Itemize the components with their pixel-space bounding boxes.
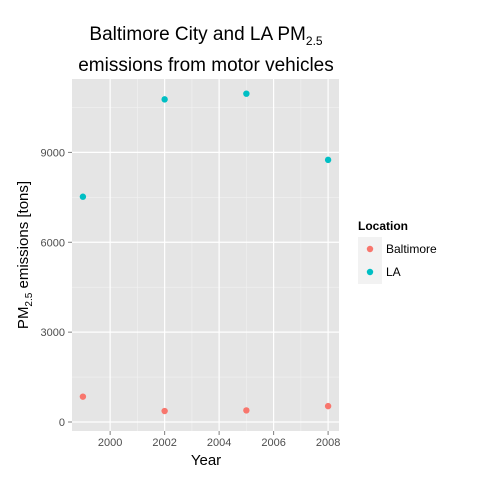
y-axis-title-subscript: 2.5 [24,292,35,306]
data-point-baltimore [243,407,250,414]
x-axis-title: Year [191,452,221,469]
y-tick-label: 6000 [41,237,65,249]
x-axis-ticks: 2000 2002 2004 2006 2008 [98,431,340,449]
data-point-baltimore [161,407,168,415]
y-tick-label: 9000 [41,147,65,159]
legend: Location Baltimore LA [358,219,437,284]
data-point-baltimore [324,402,332,410]
chart-title-line1: Baltimore City and LA PM2.5 [89,24,322,48]
data-point-la [324,156,332,164]
data-point-la [79,193,87,200]
chart-title-line2: emissions from motor vehicles [78,55,334,76]
legend-label-baltimore: Baltimore [386,242,437,256]
chart-title-line1-main: Baltimore City and LA PM [89,24,305,45]
data-points [79,90,332,415]
y-axis-ticks: 0 3000 6000 9000 [41,147,72,429]
y-axis-title: PM2.5 emissions [tons] [15,181,35,329]
x-tick-label: 2002 [152,437,176,449]
plot-panel [72,79,339,431]
data-point-la [243,90,250,97]
chart-title-line1-subscript: 2.5 [306,34,323,48]
x-tick-label: 2000 [98,437,122,449]
x-tick-label: 2004 [207,437,231,449]
grid-major [72,79,339,431]
grid-minor [72,79,339,431]
x-tick-label: 2006 [261,437,285,449]
x-tick-label: 2008 [316,437,340,449]
legend-title: Location [358,219,408,233]
y-axis-title-prefix: PM [15,307,32,330]
data-point-la [161,96,168,103]
legend-key-baltimore [366,245,374,253]
data-point-baltimore [79,393,87,400]
legend-key-la [366,268,374,276]
y-tick-label: 3000 [41,327,65,339]
y-axis-title-suffix: emissions [tons] [15,181,32,293]
y-tick-label: 0 [59,417,65,429]
legend-label-la: LA [386,265,401,279]
